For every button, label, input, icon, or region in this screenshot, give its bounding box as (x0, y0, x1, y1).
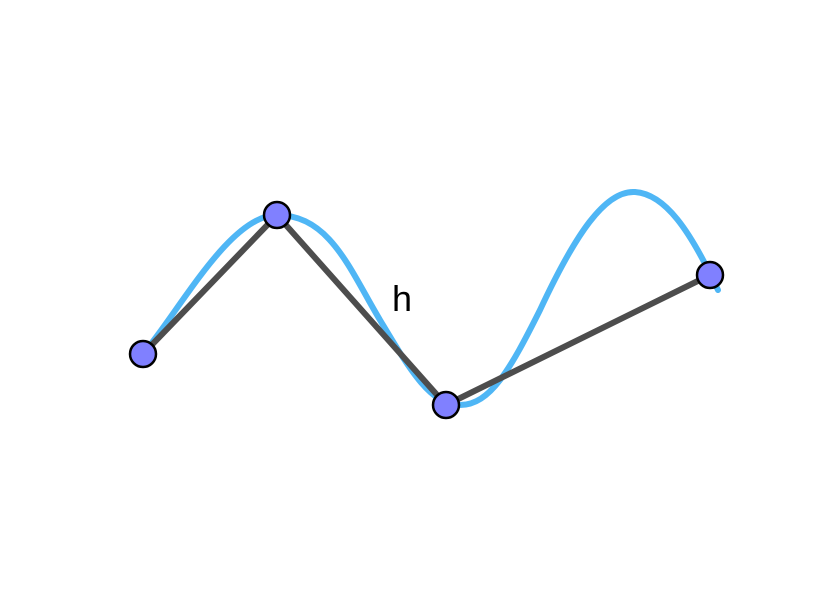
curve-label: h (392, 278, 412, 319)
control-point-1[interactable] (128, 339, 158, 369)
control-point-4[interactable] (695, 260, 725, 290)
control-point-2[interactable] (262, 200, 292, 230)
polyline-segment-2 (274, 212, 449, 408)
polyline-segment-3 (443, 272, 713, 408)
polyline-segment-1 (140, 212, 280, 357)
control-point-3[interactable] (431, 390, 461, 420)
